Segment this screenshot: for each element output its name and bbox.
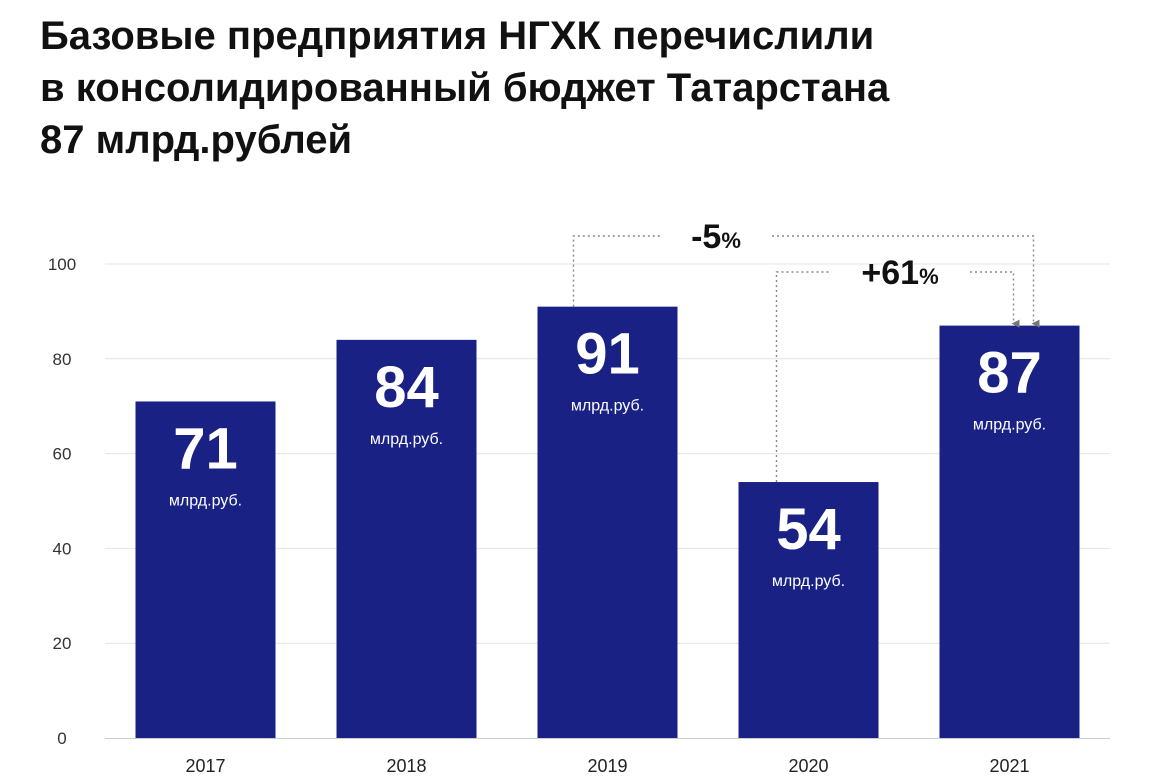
change-connector [775, 271, 830, 483]
chart-title: Базовые предприятия НГХК перечислили в к… [40, 10, 1140, 166]
change-percent-sign: % [919, 264, 939, 289]
bar-value-label: 84 [374, 355, 439, 420]
bar [537, 306, 678, 738]
y-tick-label: 0 [57, 729, 66, 748]
change-connector [572, 235, 660, 307]
bar-value-label: 71 [173, 416, 238, 481]
x-tick-label: 2021 [989, 756, 1029, 776]
bar-unit-label: млрд.руб. [571, 398, 644, 415]
title-line-1: Базовые предприятия НГХК перечислили [40, 14, 875, 58]
bar [336, 339, 477, 738]
bar [738, 482, 879, 738]
change-label: -5% [691, 218, 741, 256]
bar-unit-label: млрд.руб. [772, 573, 845, 590]
y-tick-label: 60 [53, 445, 72, 464]
x-tick-label: 2017 [185, 756, 225, 776]
bar-unit-label: млрд.руб. [370, 431, 443, 448]
bar-value-label: 54 [776, 497, 841, 562]
change-value: +61 [861, 254, 919, 292]
x-tick-label: 2019 [587, 756, 627, 776]
change-percent-sign: % [721, 228, 741, 253]
change-connector-arrow [772, 235, 1040, 328]
bar-value-label: 91 [575, 322, 640, 387]
change-value: -5 [691, 218, 721, 256]
x-tick-label: 2020 [788, 756, 828, 776]
x-tick-label: 2018 [386, 756, 426, 776]
y-tick-label: 40 [53, 539, 72, 558]
bar-unit-label: млрд.руб. [169, 492, 242, 509]
change-label: +61% [861, 254, 938, 292]
bar-unit-label: млрд.руб. [973, 417, 1046, 434]
title-line-3: 87 млрд.рублей [40, 118, 353, 162]
y-tick-label: 80 [53, 350, 72, 369]
change-connector-arrow [970, 271, 1020, 328]
y-tick-label: 100 [48, 255, 76, 274]
y-tick-label: 20 [53, 634, 72, 653]
bar-value-label: 87 [977, 341, 1042, 406]
title-line-2: в консолидированный бюджет Татарстана [40, 66, 890, 110]
bar [939, 325, 1080, 738]
bar [135, 401, 276, 738]
